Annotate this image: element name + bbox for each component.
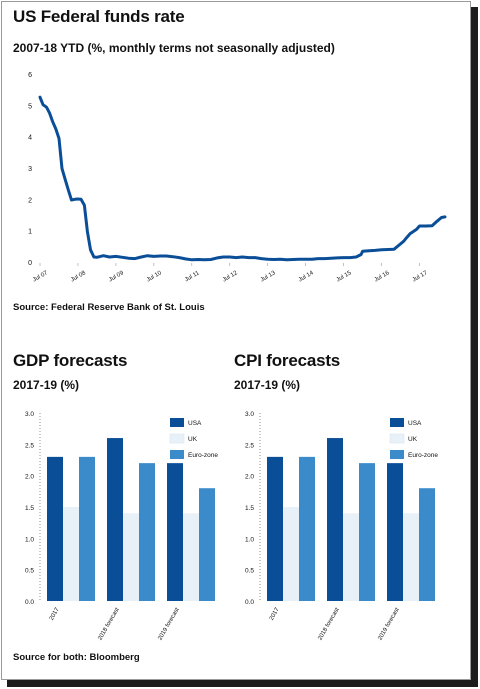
- gdp-chart-subtitle: 2017-19 (%): [13, 378, 80, 392]
- gdp-bar-usa: [107, 438, 123, 601]
- cpi-legend-label: Euro-zone: [408, 452, 438, 459]
- fed-x-tick-label: Jul 09: [108, 270, 125, 284]
- fed-x-tick-label: Jul 14: [298, 270, 315, 284]
- cpi-y-tick-label: 1.0: [245, 536, 254, 543]
- cpi-bar-usa: [327, 438, 343, 601]
- gdp-y-tick-label: 1.0: [25, 536, 34, 543]
- fed-y-tick-label: 2: [28, 197, 32, 204]
- cpi-x-tick-label: 2019 forecast: [377, 607, 401, 642]
- cpi-bar-euro-zone: [419, 488, 435, 601]
- gdp-y-tick-label: 3.0: [25, 411, 34, 418]
- gdp-y-tick-label: 1.5: [25, 505, 34, 512]
- card-shadow-right: [471, 7, 478, 687]
- cpi-legend-label: USA: [408, 420, 422, 427]
- gdp-bar-euro-zone: [79, 456, 95, 601]
- cpi-x-tick-label: 2017: [269, 606, 281, 621]
- gdp-y-tick-label: 0.5: [25, 568, 34, 575]
- gdp-x-tick-label: 2019 forecast: [157, 607, 181, 642]
- fed-x-tick-label: Jul 15: [336, 270, 353, 284]
- gdp-bar-uk: [183, 513, 199, 601]
- cpi-legend-swatch: [389, 433, 405, 444]
- cpi-bar-uk: [343, 513, 359, 601]
- gdp-x-tick-label: 2017: [49, 606, 61, 621]
- fed-y-tick-label: 0: [28, 260, 32, 267]
- fed-chart-subtitle: 2007-18 YTD (%, monthly terms not season…: [13, 41, 335, 55]
- cpi-y-tick-label: 1.5: [245, 505, 254, 512]
- gdp-legend-swatch: [169, 433, 185, 444]
- gdp-bar-chart: 0.0 0.5 1.0 1.5 2.0 2.5 3.0 2017 2018 forecast 20…: [25, 411, 218, 642]
- cpi-y-tick-label: 2.5: [245, 442, 254, 449]
- gdp-x-tick-label: 2018 forecast: [97, 607, 121, 642]
- fed-source: Source: Federal Reserve Bank of St. Loui…: [13, 302, 205, 313]
- fed-rate-line: [38, 95, 447, 262]
- fed-x-tick-label: Jul 08: [70, 270, 87, 284]
- cpi-bar-chart: 0.0 0.5 1.0 1.5 2.0 2.5 3.0 2017 2018 forecast 20…: [245, 411, 438, 642]
- fed-x-tick-label: Jul 17: [412, 270, 429, 284]
- fed-x-tick-label: Jul 10: [146, 270, 163, 284]
- fed-x-tick-label: Jul 07: [32, 270, 49, 284]
- cpi-bar-usa: [267, 456, 283, 601]
- gdp-legend-label: Euro-zone: [188, 452, 218, 459]
- gdp-bar-uk: [123, 513, 139, 601]
- gdp-legend-swatch: [170, 418, 184, 427]
- gdp-bar-euro-zone: [139, 463, 155, 601]
- gdp-legend-label: USA: [188, 420, 202, 427]
- cpi-y-tick-label: 0.5: [245, 568, 254, 575]
- fed-y-tick-label: 4: [28, 135, 32, 142]
- cpi-bar-euro-zone: [359, 463, 375, 601]
- fed-y-tick-label: 5: [28, 103, 32, 110]
- fed-x-tick-label: Jul 16: [374, 270, 391, 284]
- gdp-y-tick-label: 0.0: [25, 599, 34, 606]
- gdp-bar-usa: [47, 456, 63, 601]
- cpi-chart-subtitle: 2017-19 (%): [234, 378, 301, 392]
- cpi-x-tick-label: 2018 forecast: [317, 607, 341, 642]
- cpi-y-tick-label: 2.0: [245, 474, 254, 481]
- cpi-bar-usa: [387, 463, 403, 601]
- gdp-bar-usa: [167, 463, 183, 601]
- card-shadow-bottom: [7, 680, 478, 687]
- fed-x-tick-label: Jul 13: [260, 270, 277, 284]
- cpi-chart-title: CPI forecasts: [234, 351, 341, 370]
- fed-y-tick-label: 1: [28, 229, 32, 236]
- fed-funds-line-chart: 0 1 2 3 4 5 6 Jul 07 Jul 08 Jul 09 Jul 10 Jul 11 Jul…: [28, 72, 447, 284]
- fed-x-tick-label: Jul 11: [184, 270, 201, 283]
- gdp-bar-euro-zone: [199, 488, 215, 601]
- gdp-legend-label: UK: [188, 436, 198, 443]
- gdp-y-tick-label: 2.5: [25, 442, 34, 449]
- footer-source: Source for both: Bloomberg: [13, 652, 140, 663]
- fed-y-tick-label: 6: [28, 72, 32, 79]
- cpi-bar-uk: [403, 513, 419, 601]
- fed-y-tick-label: 3: [28, 166, 32, 173]
- fed-x-tick-label: Jul 12: [222, 270, 239, 284]
- cpi-legend-swatch: [390, 418, 404, 427]
- fed-chart-title: US Federal funds rate: [13, 7, 185, 26]
- gdp-y-tick-label: 2.0: [25, 474, 34, 481]
- gdp-legend-swatch: [170, 450, 184, 459]
- gdp-chart-title: GDP forecasts: [13, 351, 128, 370]
- cpi-bar-euro-zone: [299, 456, 315, 601]
- gdp-bar-uk: [63, 507, 79, 601]
- cpi-legend-label: UK: [408, 436, 418, 443]
- cpi-y-tick-label: 0.0: [245, 599, 254, 606]
- cpi-legend-swatch: [390, 450, 404, 459]
- cpi-bar-uk: [283, 507, 299, 601]
- cpi-y-tick-label: 3.0: [245, 411, 254, 418]
